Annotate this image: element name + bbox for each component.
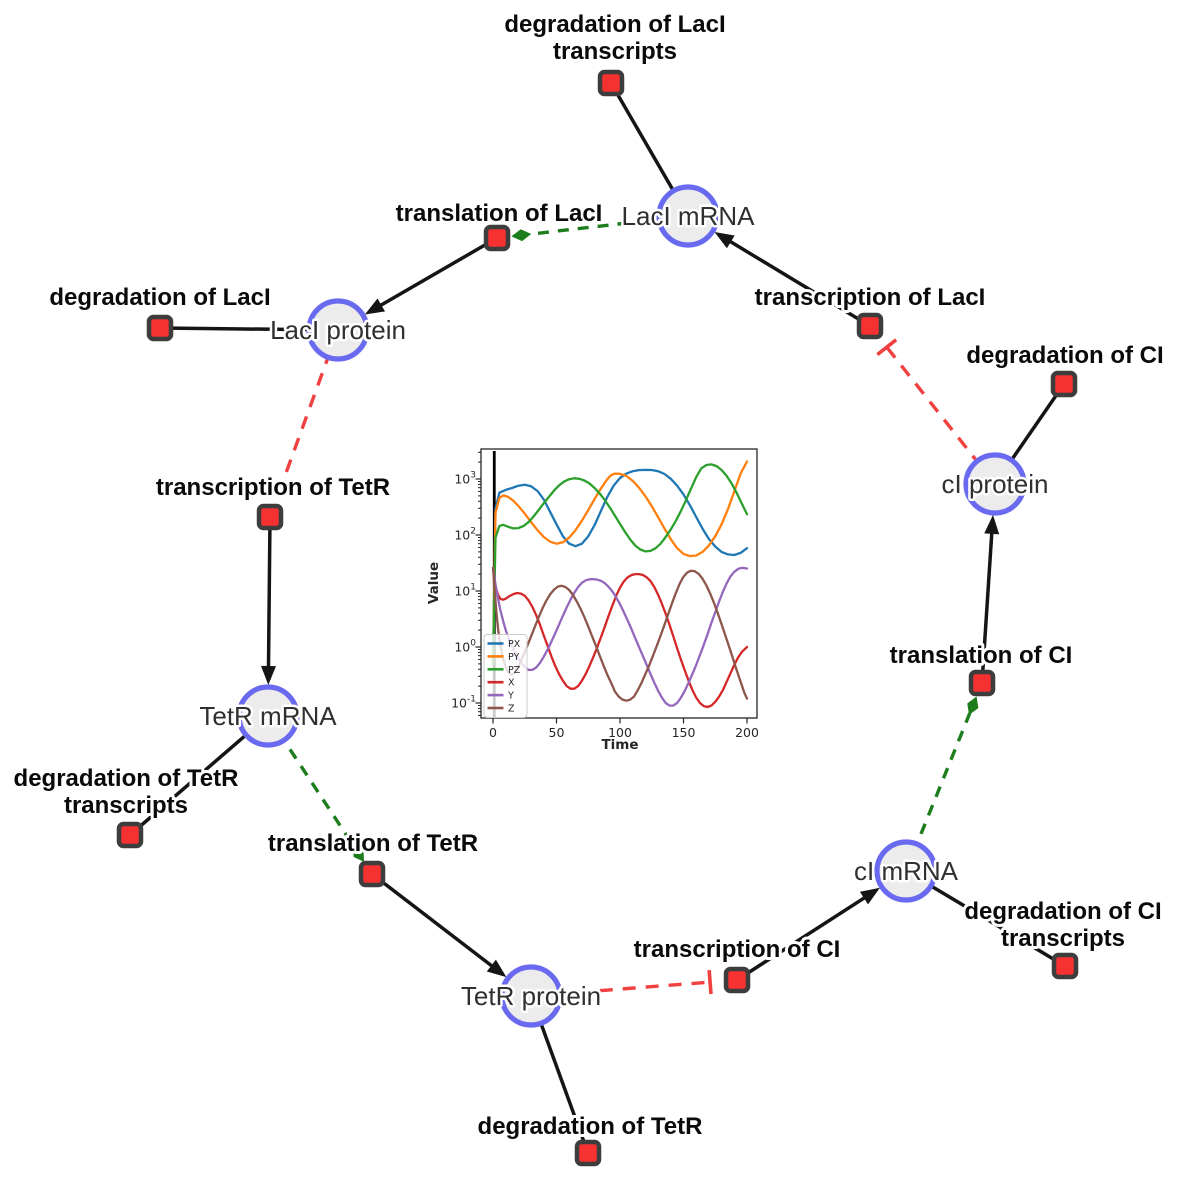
inhibition-tbar-icon (876, 338, 898, 357)
reaction-label: degradation of CI (964, 898, 1161, 925)
legend-label: PX (508, 639, 521, 650)
legend: PX PY PZ XYZ (483, 634, 528, 718)
series-line-pz (491, 463, 749, 666)
y-axis-title: Value (426, 562, 442, 604)
edge-production (370, 872, 496, 970)
x-axis-tick-label: 200 (735, 725, 759, 740)
species-nodes (236, 184, 1027, 1028)
plot-frame (480, 448, 758, 719)
x-axis-tick-label: 150 (672, 725, 696, 740)
species-label: LacI mRNA (622, 201, 756, 231)
labels: degradation of LacItranscriptstranslatio… (11, 8, 1167, 1143)
reaction-node-transcription-tetr[interactable] (256, 503, 284, 531)
activation-arrowhead-icon (353, 845, 365, 862)
x-axis-tick-label: 100 (608, 725, 632, 740)
series-line-x (491, 566, 749, 709)
reaction-label: translation of CI (890, 642, 1073, 669)
reaction-label: degradation of CI (966, 342, 1163, 369)
species-label: LacI protein (270, 315, 406, 345)
edge-production (736, 894, 869, 982)
x-axis-tick-label: 0 (489, 725, 497, 740)
legend-label: X (508, 678, 515, 689)
reaction-node-deg-laci[interactable] (146, 314, 174, 342)
species-node-laci-protein[interactable] (306, 298, 370, 362)
reaction-node-translation-ci[interactable] (968, 669, 996, 697)
species-node-tetr-mrna[interactable] (236, 684, 300, 748)
reaction-nodes (116, 69, 1079, 1167)
production-arrowhead-icon (859, 887, 880, 905)
activation-arrowhead-icon (511, 229, 532, 242)
legend-label: PY (508, 652, 520, 663)
reaction-node-deg-tetr[interactable] (574, 1139, 602, 1167)
legend-label: Y (507, 691, 514, 702)
reaction-label: transcription of TetR (156, 474, 390, 501)
species-label: TetR protein (461, 981, 601, 1011)
production-arrowhead-icon (714, 232, 735, 249)
y-axis-tick-label: 10-1 (451, 695, 476, 711)
reaction-label: degradation of LacI (504, 11, 725, 38)
edge-production (980, 529, 994, 684)
reaction-node-deg-ci[interactable] (1050, 370, 1078, 398)
reaction-label: transcripts (64, 792, 188, 819)
inhibition-tbar-icon (267, 485, 292, 498)
edge-production (726, 238, 871, 328)
legend-label: Z (508, 704, 515, 715)
series-line-px (491, 468, 749, 666)
species-node-tetr-protein[interactable] (499, 964, 563, 1028)
y-axis-tick-label: 100 (454, 639, 476, 655)
activation-arrowhead-icon (967, 696, 979, 715)
reaction-label: transcription of LacI (755, 284, 986, 311)
reaction-node-translation-tetr[interactable] (358, 860, 386, 888)
y-axis-tick-label: 103 (454, 471, 476, 487)
species-label: cI protein (942, 469, 1049, 499)
species-label: cI mRNA (854, 856, 959, 886)
reaction-node-transcription-laci[interactable] (856, 312, 884, 340)
reaction-node-deg-tetr-transcripts[interactable] (116, 821, 144, 849)
reaction-label: degradation of LacI (49, 284, 270, 311)
reaction-label: translation of LacI (396, 200, 603, 227)
reaction-node-deg-ci-transcripts[interactable] (1051, 952, 1079, 980)
species-node-ci-mrna[interactable] (874, 839, 938, 903)
species-node-laci-mrna[interactable] (656, 184, 720, 248)
x-axis-title: Time (601, 737, 638, 753)
inhibition-tbar-icon (707, 969, 713, 995)
edge-production (376, 236, 498, 309)
reaction-label: translation of TetR (268, 830, 478, 857)
reaction-node-transcription-ci[interactable] (723, 966, 751, 994)
production-arrowhead-icon (261, 665, 277, 686)
reaction-label: transcription of CI (634, 936, 841, 963)
production-arrowhead-icon (984, 514, 1000, 535)
reaction-node-translation-laci[interactable] (483, 224, 511, 252)
edge-production (266, 516, 272, 671)
reaction-label: transcripts (553, 38, 677, 65)
legend-box (483, 634, 528, 718)
reaction-label: degradation of TetR (478, 1113, 703, 1140)
reaction-label: transcripts (1001, 925, 1125, 952)
reaction-node-deg-laci-transcripts[interactable] (597, 69, 625, 97)
reaction-label: degradation of TetR (14, 765, 239, 792)
x-axis-tick-label: 50 (549, 725, 565, 740)
legend-label: PZ (508, 665, 521, 676)
y-axis-tick-label: 101 (454, 583, 476, 599)
series-line-py (491, 460, 749, 666)
species-label: TetR mRNA (199, 701, 337, 731)
production-arrowhead-icon (364, 298, 386, 315)
y-axis-tick-label: 102 (454, 527, 476, 543)
species-node-ci-protein[interactable] (963, 452, 1027, 516)
production-arrowhead-icon (486, 959, 507, 978)
